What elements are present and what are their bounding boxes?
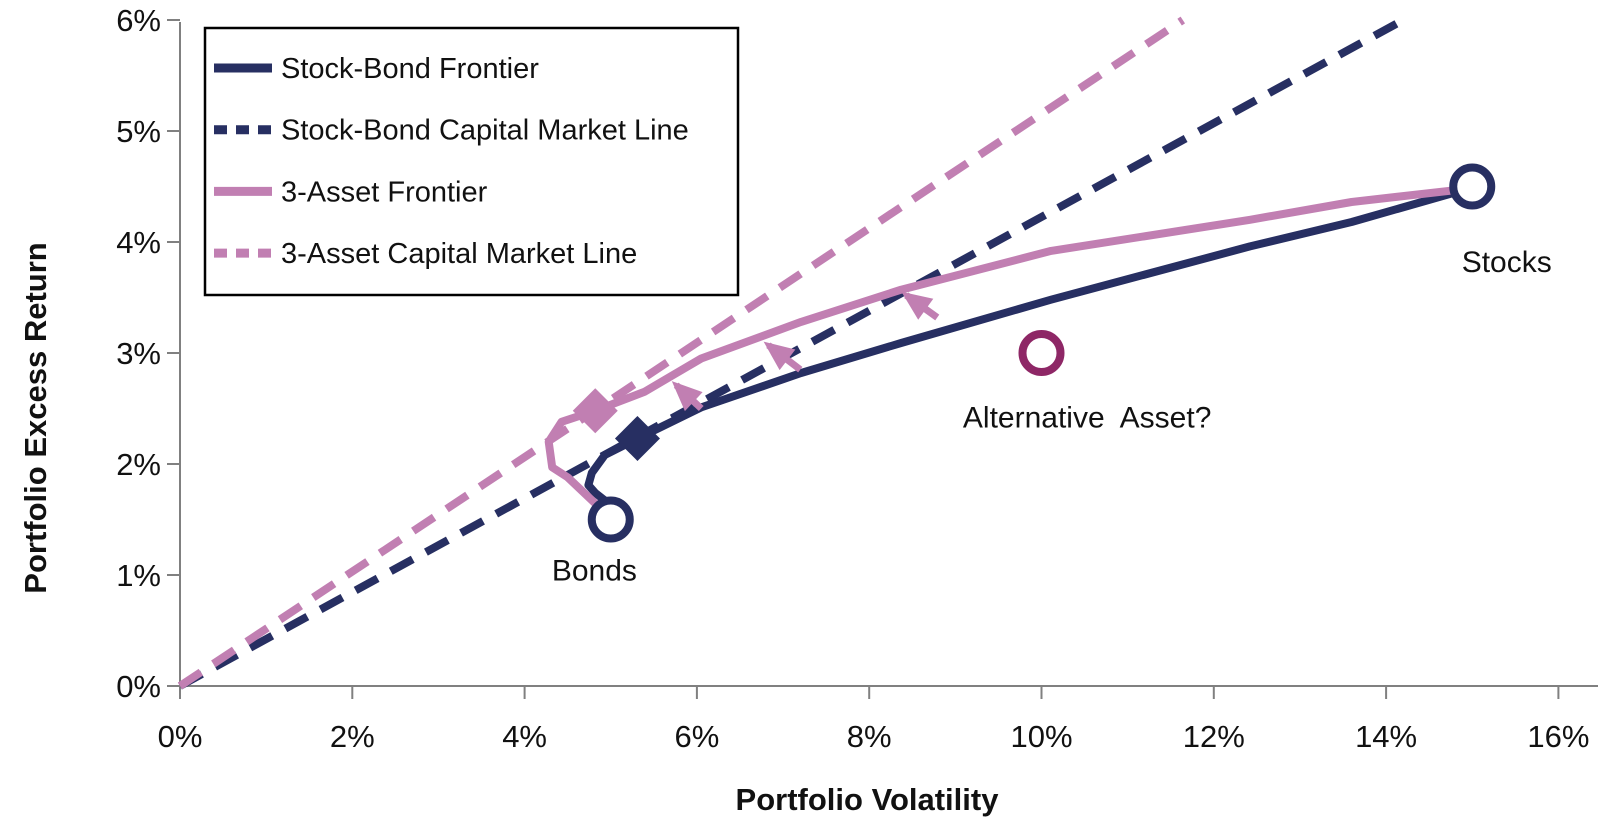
legend-label: Stock-Bond Capital Market Line xyxy=(281,115,689,147)
y-tick-label: 3% xyxy=(116,336,161,371)
legend-item-3-asset-capital-market-line: 3-Asset Capital Market Line xyxy=(214,238,637,270)
marker-stock-bond-tangency xyxy=(614,415,660,461)
legend-box xyxy=(203,26,740,297)
improvement-arrow-head xyxy=(901,291,934,320)
label-bonds: Bonds xyxy=(552,554,637,587)
x-tick-label: 12% xyxy=(1183,719,1245,754)
legend-item-stock-bond-capital-market-line: Stock-Bond Capital Market Line xyxy=(214,115,689,147)
legend-item-3-asset-frontier: 3-Asset Frontier xyxy=(214,176,488,208)
improvement-arrow-head xyxy=(671,381,703,412)
x-tick-label: 14% xyxy=(1355,719,1417,754)
marker-three-asset-tangency xyxy=(572,388,618,434)
improvement-arrow xyxy=(763,341,803,373)
x-tick-label: 8% xyxy=(847,719,892,754)
x-tick-label: 0% xyxy=(158,719,203,754)
legend: Stock-Bond Frontier Stock-Bond Capital Ma… xyxy=(203,26,740,297)
legend-label: 3-Asset Capital Market Line xyxy=(281,238,637,270)
x-tick-label: 4% xyxy=(502,719,547,754)
y-axis-title: Portfolio Excess Return xyxy=(18,242,53,593)
label-alternative-asset: Alternative Asset? xyxy=(963,401,1211,434)
y-tick-label: 5% xyxy=(116,114,161,149)
y-tick-label: 2% xyxy=(116,447,161,482)
x-tick-label: 16% xyxy=(1527,719,1589,754)
legend-item-stock-bond-frontier: Stock-Bond Frontier xyxy=(214,53,539,85)
y-tick-label: 0% xyxy=(116,669,161,704)
series-3-asset-frontier xyxy=(544,185,1463,510)
marker-stocks xyxy=(1449,163,1496,210)
marker-bonds xyxy=(587,496,634,543)
y-tick-label: 6% xyxy=(116,3,161,38)
improvement-arrow xyxy=(901,291,940,321)
legend-label: Stock-Bond Frontier xyxy=(281,53,539,85)
legend-label: 3-Asset Frontier xyxy=(281,176,488,208)
x-axis-title: Portfolio Volatility xyxy=(736,782,1000,817)
improvement-arrow-head xyxy=(763,341,796,371)
marker-alternative-asset xyxy=(1018,330,1065,376)
x-tick-label: 2% xyxy=(330,719,375,754)
series-3-asset-capital-market-line xyxy=(177,16,1186,690)
y-tick-label: 4% xyxy=(116,225,161,260)
label-stocks: Stocks xyxy=(1462,246,1552,279)
improvement-arrow xyxy=(671,381,704,412)
x-tick-label: 10% xyxy=(1010,719,1072,754)
x-tick-label: 6% xyxy=(674,719,719,754)
y-tick-label: 1% xyxy=(116,558,161,593)
